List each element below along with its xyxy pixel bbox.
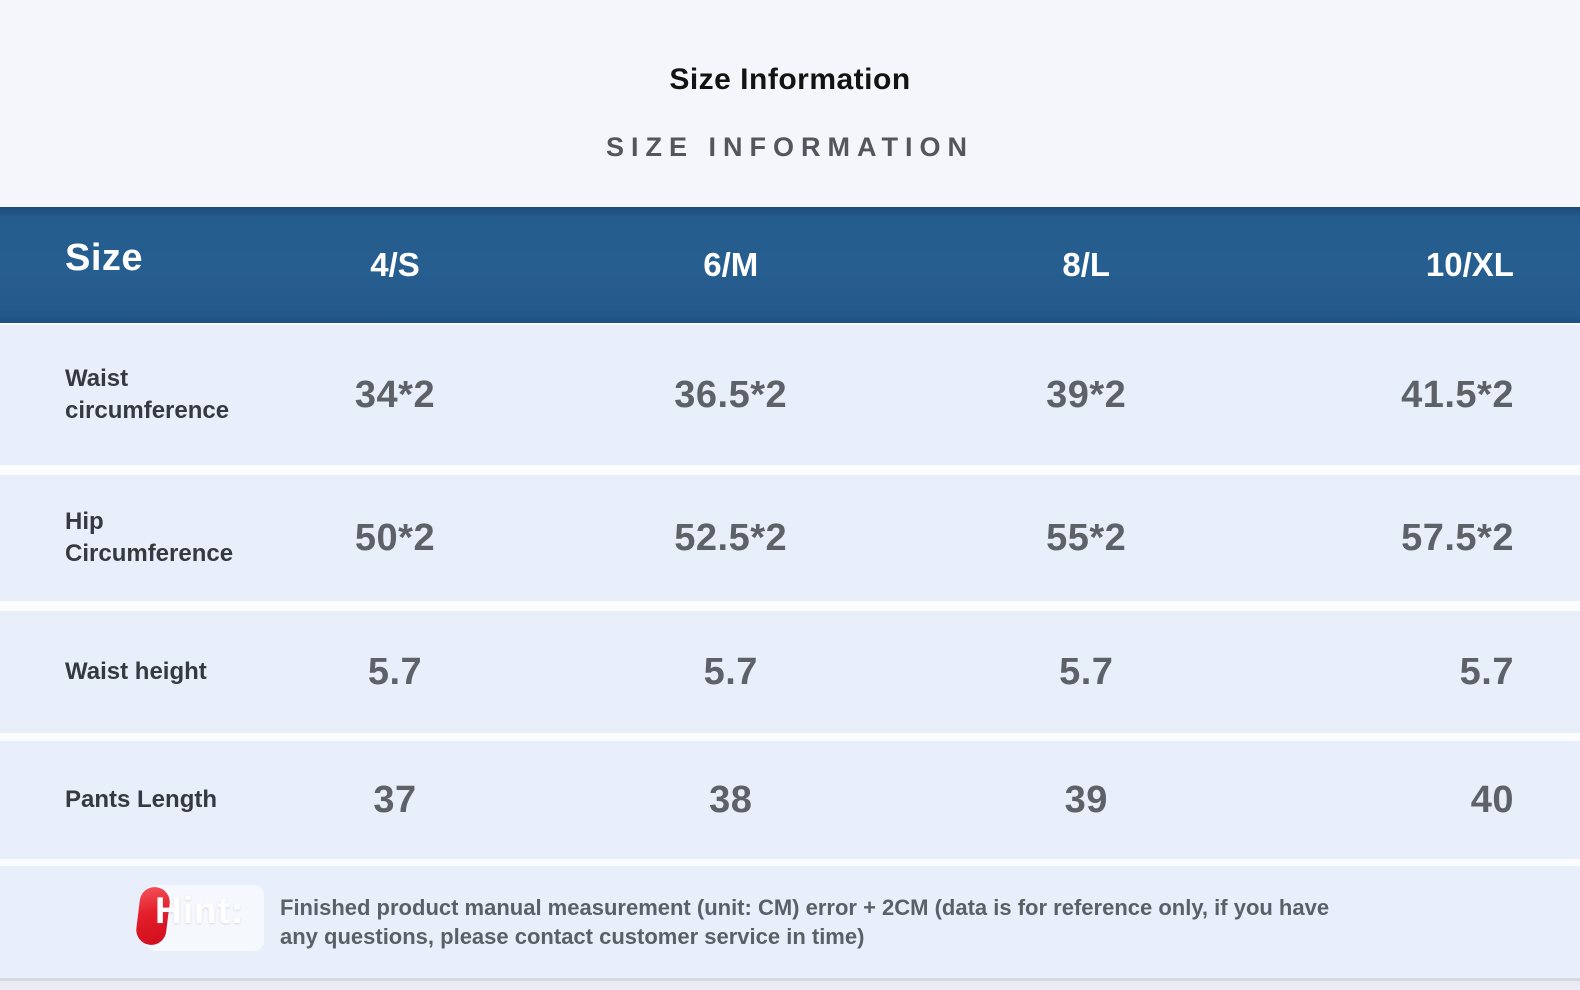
row-value: 50*2: [354, 516, 436, 559]
row-label: Hip Circumference: [65, 508, 234, 567]
row-label: Pants Length: [65, 786, 218, 814]
page-subtitle: SIZE INFORMATION: [606, 132, 974, 162]
row-value: 38: [709, 778, 753, 821]
hint-label: Hint:: [155, 890, 245, 931]
row-value: 36.5*2: [674, 373, 788, 416]
title-area: Size Information SIZE INFORMATION: [0, 0, 1580, 207]
row-value: 41.5*2: [1401, 373, 1514, 416]
row-value: 37: [373, 778, 417, 821]
row-value: 5.7: [703, 650, 758, 693]
bottom-strip: [0, 981, 1580, 990]
header-column-8l: 8/L: [1062, 246, 1111, 283]
hint-section: Hint: Finished product manual measuremen…: [0, 866, 1580, 978]
row-label: Waist circumference: [65, 365, 230, 424]
row-value: 52.5*2: [674, 516, 788, 559]
row-value: 39: [1064, 778, 1108, 821]
table-header-row: Size 4/S 6/M 8/L 10/XL: [0, 207, 1580, 325]
row-separator: [0, 465, 1580, 475]
row-label: Waist height: [65, 658, 207, 686]
row-value: 55*2: [1046, 516, 1127, 559]
table-row-waist-circumference: Waist circumference 34*2 36.5*2 39*2 41.…: [0, 325, 1580, 465]
row-separator: [0, 859, 1580, 866]
bottom-divider: [0, 978, 1580, 981]
header-column-4s: 4/S: [370, 246, 420, 283]
header-size-label: Size: [65, 236, 144, 279]
row-value: 5.7: [367, 650, 423, 693]
row-value: 34*2: [354, 373, 436, 416]
row-value: 39*2: [1046, 373, 1127, 416]
page-title: Size Information: [669, 63, 911, 96]
row-separator: [0, 733, 1580, 741]
row-value: 5.7: [1459, 650, 1514, 693]
table-row-pants-length: Pants Length 37 38 39 40: [0, 741, 1580, 859]
table-row-waist-height: Waist height 5.7 5.7 5.7 5.7: [0, 611, 1580, 733]
header-column-6m: 6/M: [703, 246, 759, 283]
row-value: 57.5*2: [1401, 516, 1514, 559]
hint-text: Finished product manual measurement (uni…: [280, 895, 1330, 949]
header-column-10xl: 10/XL: [1425, 246, 1514, 283]
row-value: 5.7: [1059, 650, 1114, 693]
table-row-hip-circumference: Hip Circumference 50*2 52.5*2 55*2 57.5*…: [0, 475, 1580, 601]
row-value: 40: [1470, 778, 1514, 821]
row-separator: [0, 601, 1580, 611]
